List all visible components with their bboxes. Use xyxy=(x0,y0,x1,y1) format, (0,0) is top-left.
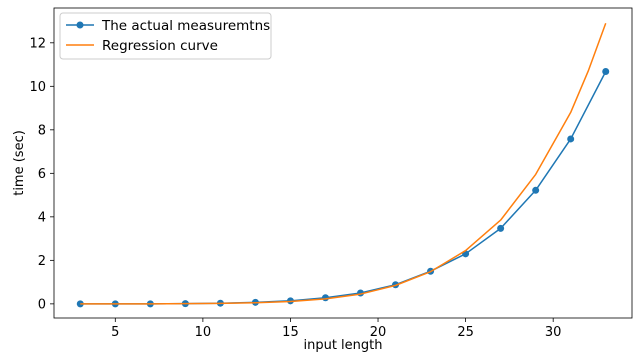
y-tick-label: 0 xyxy=(38,297,46,312)
legend-label-actual: The actual measuremtns xyxy=(101,18,270,34)
y-tick-label: 10 xyxy=(29,80,46,95)
data-point xyxy=(532,186,540,194)
data-point xyxy=(567,135,575,143)
x-tick-label: 5 xyxy=(111,325,119,340)
y-tick-label: 8 xyxy=(38,123,46,138)
series-line-regression xyxy=(80,22,607,305)
x-tick-label: 15 xyxy=(282,325,299,340)
y-tick-label: 4 xyxy=(38,210,46,225)
x-tick-label: 20 xyxy=(370,325,387,340)
series-layer xyxy=(76,22,610,308)
legend-label-regression: Regression curve xyxy=(102,38,218,54)
y-tick-label: 12 xyxy=(29,36,46,51)
y-axis-label: time (sec) xyxy=(12,130,27,196)
y-tick-label: 2 xyxy=(38,254,46,269)
data-point xyxy=(602,68,610,76)
legend: The actual measuremtns Regression curve xyxy=(59,12,272,60)
x-axis-label: input length xyxy=(303,338,382,353)
legend-marker-actual xyxy=(76,21,84,29)
x-tick-label: 30 xyxy=(545,325,562,340)
data-point xyxy=(497,224,505,232)
x-axis: 5 10 15 20 25 30 xyxy=(111,318,561,340)
y-tick-label: 6 xyxy=(38,167,46,182)
x-tick-label: 10 xyxy=(195,325,212,340)
legend-frame xyxy=(59,12,272,60)
plot-area xyxy=(53,7,633,319)
y-axis: 0 2 4 6 8 10 12 xyxy=(29,36,54,312)
x-tick-label: 25 xyxy=(457,325,474,340)
